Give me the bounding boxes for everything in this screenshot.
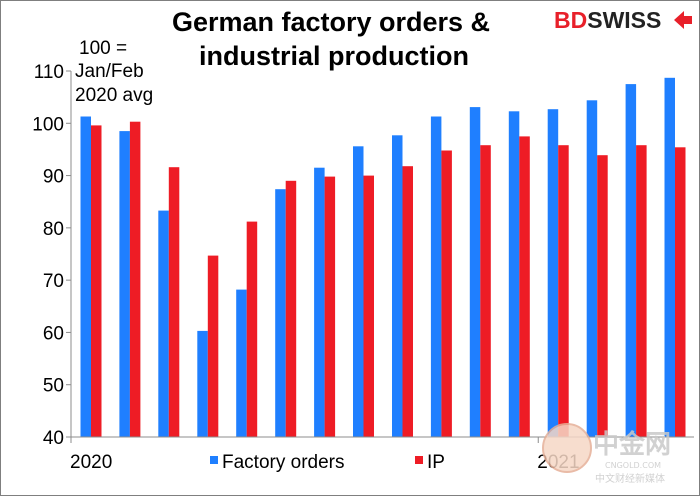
- bar-factory-orders-7: [353, 146, 364, 438]
- y-axis: 40 50 60 70 80 90 100 110: [32, 62, 72, 449]
- x-tick-label-2020: 2020: [70, 452, 112, 473]
- logo-bd-text: BD: [554, 7, 587, 33]
- legend-swatch-factory-orders: [210, 456, 218, 464]
- legend-label-ip: IP: [427, 452, 445, 473]
- bar-factory-orders-2: [158, 210, 169, 437]
- bar-ip-9: [441, 150, 452, 437]
- bar-factory-orders-10: [469, 107, 481, 437]
- y-tick-label-70: 70: [43, 271, 64, 292]
- bar-ip-0: [91, 125, 102, 438]
- watermark-en-text: CNGOLD.COM: [605, 461, 661, 470]
- watermark-cn-text: 中金网: [593, 429, 671, 460]
- bar-ip-3: [207, 255, 219, 437]
- y-tick-label-100: 100: [32, 114, 64, 135]
- bar-ip-12: [558, 145, 569, 437]
- watermark-sub-text: 中文财经新媒体: [595, 472, 665, 485]
- bar-ip-6: [324, 176, 336, 437]
- bar-ip-13: [597, 155, 608, 437]
- bar-factory-orders-9: [430, 116, 442, 437]
- bar-factory-orders-5: [275, 189, 286, 437]
- bar-ip-8: [402, 166, 413, 437]
- bar-factory-orders-11: [508, 111, 520, 438]
- y-tick-label-80: 80: [43, 219, 64, 240]
- legend-swatch-ip: [415, 456, 423, 464]
- bar-ip-7: [363, 175, 374, 437]
- bar-factory-orders-1: [119, 131, 130, 437]
- bar-ip-14: [636, 145, 647, 437]
- bar-factory-orders-13: [586, 100, 598, 438]
- bar-factory-orders-4: [236, 289, 247, 437]
- bar-factory-orders-14: [625, 84, 637, 437]
- y-tick-label-90: 90: [43, 167, 64, 188]
- svg-text:BDSWISS: BDSWISS: [554, 7, 661, 33]
- bar-ip-10: [480, 145, 491, 437]
- bar-ip-15: [675, 147, 686, 438]
- y-tick-label-110: 110: [34, 62, 64, 83]
- bar-group: [80, 77, 686, 438]
- watermark-logo-icon: [542, 423, 592, 473]
- logo-arrow-icon: [674, 11, 692, 29]
- bar-factory-orders-12: [547, 109, 559, 437]
- bar-factory-orders-8: [392, 135, 403, 438]
- bar-ip-5: [285, 180, 297, 438]
- bar-factory-orders-0: [80, 116, 91, 437]
- bar-factory-orders-15: [664, 77, 675, 438]
- bar-factory-orders-6: [314, 167, 325, 437]
- bdswiss-logo: BDSWISS: [554, 7, 692, 33]
- bar-ip-1: [129, 121, 141, 437]
- index-note-line-2: Jan/Feb: [75, 61, 144, 82]
- cngold-watermark: 中金网 CNGOLD.COM 中文财经新媒体: [542, 423, 671, 485]
- bar-factory-orders-3: [197, 330, 208, 437]
- chart-title-line-2: industrial production: [199, 41, 469, 71]
- y-tick-label-50: 50: [43, 376, 64, 397]
- bar-ip-11: [519, 136, 530, 437]
- bar-ip-4: [246, 221, 258, 437]
- logo-swiss-text: SWISS: [587, 7, 661, 33]
- chart-title-line-1: German factory orders &: [172, 7, 490, 37]
- index-note-line-1: 100 =: [79, 38, 127, 59]
- y-tick-label-60: 60: [43, 323, 64, 344]
- bar-ip-2: [168, 167, 180, 437]
- legend: Factory orders IP: [210, 452, 445, 473]
- legend-label-factory-orders: Factory orders: [222, 452, 344, 473]
- index-note-line-3: 2020 avg: [75, 85, 153, 106]
- y-tick-label-40: 40: [43, 428, 64, 449]
